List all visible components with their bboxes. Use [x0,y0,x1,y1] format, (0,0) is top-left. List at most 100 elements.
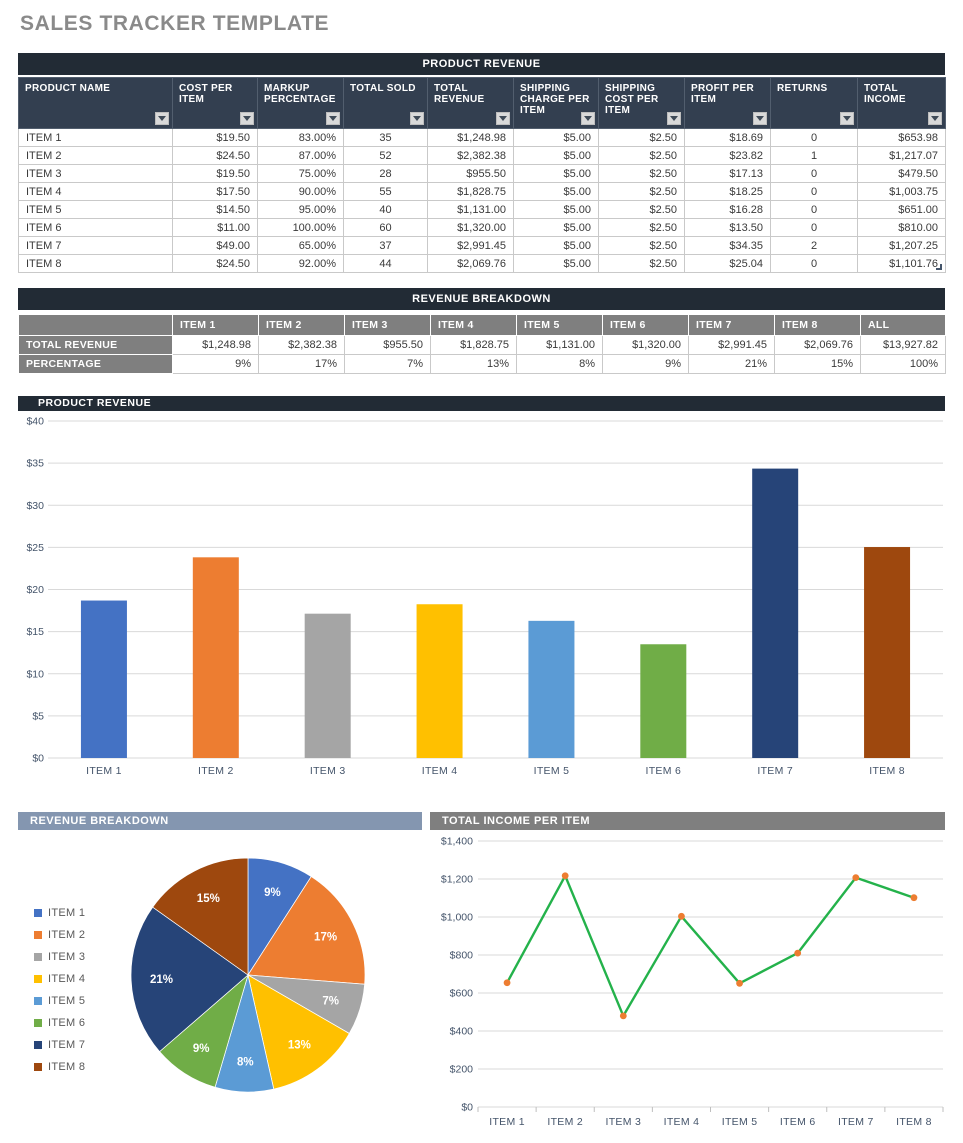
table-cell[interactable]: 8% [516,354,603,374]
breakdown-column-header[interactable]: ITEM 6 [602,314,689,336]
table-cell[interactable]: $34.35 [684,236,771,255]
table-cell[interactable]: $479.50 [857,164,946,183]
table-cell[interactable]: 15% [774,354,861,374]
table-cell[interactable]: $5.00 [513,146,599,165]
table-cell[interactable]: 83.00% [257,128,344,147]
table-cell[interactable]: $17.13 [684,164,771,183]
table-cell[interactable]: ITEM 5 [18,200,173,219]
table-cell[interactable]: $2,069.76 [774,335,861,355]
table-cell[interactable]: 35 [343,128,428,147]
table-cell[interactable]: $1,131.00 [516,335,603,355]
filter-dropdown-button[interactable] [840,112,854,125]
table-cell[interactable]: 65.00% [257,236,344,255]
table-cell[interactable]: $5.00 [513,254,599,273]
table-cell[interactable]: 17% [258,354,345,374]
table-cell[interactable]: 0 [770,254,858,273]
table-cell[interactable]: 40 [343,200,428,219]
table-cell[interactable]: 44 [343,254,428,273]
column-header-total-income[interactable]: TOTAL INCOME [857,77,946,129]
filter-dropdown-button[interactable] [667,112,681,125]
column-header-markup-percentage[interactable]: MARKUP PERCENTAGE [257,77,344,129]
table-cell[interactable]: $5.00 [513,182,599,201]
filter-dropdown-button[interactable] [753,112,767,125]
table-cell[interactable]: $49.00 [172,236,258,255]
table-cell[interactable]: $18.25 [684,182,771,201]
filter-dropdown-button[interactable] [496,112,510,125]
table-cell[interactable]: $5.00 [513,128,599,147]
table-cell[interactable]: $651.00 [857,200,946,219]
table-cell[interactable]: 52 [343,146,428,165]
table-cell[interactable]: $14.50 [172,200,258,219]
table-cell[interactable]: $24.50 [172,146,258,165]
table-cell[interactable]: 0 [770,218,858,237]
table-cell[interactable]: $13,927.82 [860,335,946,355]
table-cell[interactable]: 55 [343,182,428,201]
table-cell[interactable]: 75.00% [257,164,344,183]
filter-dropdown-button[interactable] [410,112,424,125]
table-cell[interactable]: $2.50 [598,146,685,165]
table-cell[interactable]: $5.00 [513,218,599,237]
table-cell[interactable]: $2,382.38 [258,335,345,355]
table-cell[interactable]: 13% [430,354,517,374]
filter-dropdown-button[interactable] [155,112,169,125]
table-cell[interactable]: 0 [770,182,858,201]
table-cell[interactable]: ITEM 6 [18,218,173,237]
table-cell[interactable]: $1,217.07 [857,146,946,165]
column-header-shipping-charge-per-item[interactable]: SHIPPING CHARGE PER ITEM [513,77,599,129]
table-cell[interactable]: $2.50 [598,254,685,273]
column-header-total-sold[interactable]: TOTAL SOLD [343,77,428,129]
table-cell[interactable]: $1,003.75 [857,182,946,201]
table-cell[interactable]: $2.50 [598,218,685,237]
breakdown-column-header[interactable]: ITEM 8 [774,314,861,336]
table-cell[interactable]: $1,131.00 [427,200,514,219]
breakdown-row-label[interactable]: PERCENTAGE [18,354,173,374]
breakdown-column-header[interactable]: ITEM 2 [258,314,345,336]
breakdown-column-header[interactable]: ITEM 1 [172,314,259,336]
table-cell[interactable]: 21% [688,354,775,374]
table-cell[interactable]: $19.50 [172,128,258,147]
table-cell[interactable]: $1,248.98 [172,335,259,355]
column-header-product-name[interactable]: PRODUCT NAME [18,77,173,129]
table-cell[interactable]: ITEM 1 [18,128,173,147]
column-header-total-revenue[interactable]: TOTAL REVENUE [427,77,514,129]
table-cell[interactable]: $1,248.98 [427,128,514,147]
table-cell[interactable]: $653.98 [857,128,946,147]
table-cell[interactable]: 0 [770,128,858,147]
table-cell[interactable]: $1,320.00 [602,335,689,355]
breakdown-row-label[interactable]: TOTAL REVENUE [18,335,173,355]
table-cell[interactable]: $2.50 [598,128,685,147]
table-cell[interactable]: $2,069.76 [427,254,514,273]
table-cell[interactable]: $955.50 [427,164,514,183]
table-cell[interactable]: 60 [343,218,428,237]
table-cell[interactable]: 90.00% [257,182,344,201]
table-cell[interactable]: 37 [343,236,428,255]
table-cell[interactable]: $5.00 [513,200,599,219]
table-cell[interactable]: $2.50 [598,164,685,183]
table-cell[interactable]: 100.00% [257,218,344,237]
filter-dropdown-button[interactable] [326,112,340,125]
table-cell[interactable]: $25.04 [684,254,771,273]
table-cell[interactable]: $1,828.75 [430,335,517,355]
table-cell[interactable]: $5.00 [513,236,599,255]
table-cell[interactable]: ITEM 4 [18,182,173,201]
table-cell[interactable]: 0 [770,200,858,219]
table-cell[interactable]: ITEM 8 [18,254,173,273]
table-cell[interactable]: $17.50 [172,182,258,201]
table-cell[interactable]: $23.82 [684,146,771,165]
table-cell[interactable]: $1,101.76 [857,254,946,273]
table-cell[interactable]: 0 [770,164,858,183]
table-cell[interactable]: $2.50 [598,236,685,255]
table-cell[interactable]: 7% [344,354,431,374]
table-cell[interactable]: 9% [172,354,259,374]
filter-dropdown-button[interactable] [928,112,942,125]
table-cell[interactable]: ITEM 3 [18,164,173,183]
table-cell[interactable]: $11.00 [172,218,258,237]
table-cell[interactable]: $1,828.75 [427,182,514,201]
table-cell[interactable]: $2,382.38 [427,146,514,165]
table-cell[interactable]: $2,991.45 [688,335,775,355]
column-header-shipping-cost-per-item[interactable]: SHIPPING COST PER ITEM [598,77,685,129]
table-cell[interactable]: 9% [602,354,689,374]
breakdown-column-header[interactable]: ITEM 7 [688,314,775,336]
breakdown-column-header[interactable]: ITEM 3 [344,314,431,336]
table-cell[interactable]: 87.00% [257,146,344,165]
